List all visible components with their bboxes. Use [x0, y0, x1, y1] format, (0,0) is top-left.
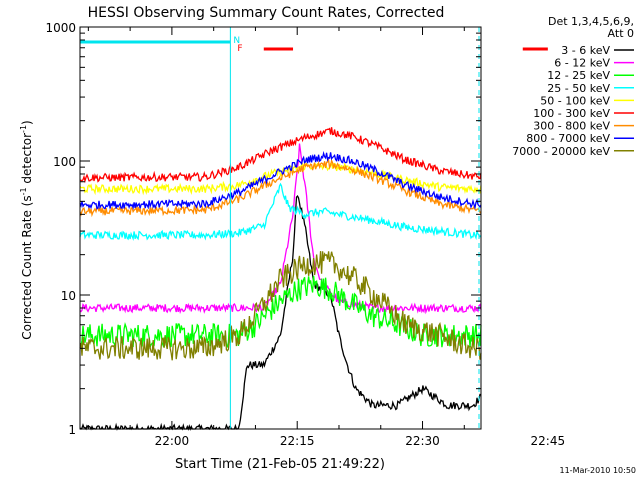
x-tick-label-0: 22:00 [155, 434, 190, 448]
y-axis-label-part: detector [20, 133, 34, 188]
y-tick-label-3: 1000 [45, 21, 76, 35]
x-tick-label-2: 22:30 [405, 434, 440, 448]
y-axis-label: Corrected Count Rate (s-1 detector-1) [19, 120, 34, 339]
x-tick-label-1: 22:15 [280, 434, 315, 448]
series-line-7 [79, 150, 482, 211]
series-line-8 [79, 251, 482, 361]
flare-flag-label: F [237, 44, 242, 54]
timestamp: 11-Mar-2010 10:50 [560, 466, 637, 475]
y-tick-label-0: 1 [68, 423, 76, 437]
plot-area [79, 127, 482, 431]
legend-label-0: 3 - 6 keV [561, 44, 610, 57]
series-line-4 [79, 162, 482, 196]
legend-label-3: 25 - 50 keV [547, 82, 610, 95]
series-line-3 [79, 182, 482, 241]
legend-label-7: 800 - 7000 keV [526, 132, 610, 145]
y-axis-label-part: -1 [19, 125, 28, 133]
y-axis-label-part: -1 [19, 187, 28, 195]
night-flag-label: N [233, 36, 240, 46]
legend-header-line-1: Det 1,3,4,5,6,9, [548, 15, 634, 28]
legend-label-8: 7000 - 20000 keV [512, 145, 610, 158]
legend-label-2: 12 - 25 keV [547, 69, 610, 82]
legend-header-line-2: Att 0 [608, 27, 634, 40]
series-line-6 [79, 158, 482, 218]
legend-label-5: 100 - 300 keV [533, 107, 610, 120]
legend-label-6: 300 - 800 keV [533, 120, 610, 133]
series-line-1 [79, 143, 482, 315]
y-axis-label-part: ) [20, 120, 34, 125]
legend-label-4: 50 - 100 keV [540, 94, 610, 107]
chart-title: HESSI Observing Summary Count Rates, Cor… [88, 5, 445, 21]
y-axis: 1 10 100 1000 [45, 21, 481, 437]
y-tick-label-2: 100 [53, 155, 76, 169]
x-axis-label: Start Time (21-Feb-05 21:49:22) [175, 457, 385, 472]
series-line-5 [79, 127, 482, 184]
legend-label-1: 6 - 12 keV [554, 57, 610, 70]
plot-frame [79, 26, 482, 430]
x-tick-label-3: 22:45 [531, 434, 566, 448]
y-tick-label-1: 10 [61, 289, 76, 303]
y-axis-label-part: Corrected Count Rate (s [20, 195, 34, 339]
